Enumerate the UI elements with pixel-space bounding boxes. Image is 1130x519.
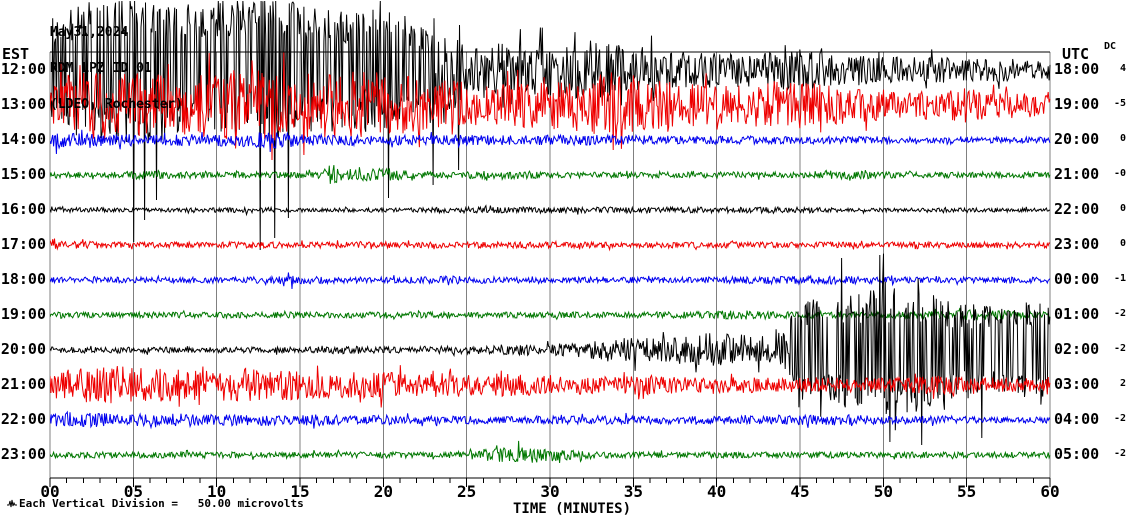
- x-tick-label-00: 00: [40, 482, 60, 501]
- est-hour-label-row10: 21:00: [0, 375, 46, 393]
- right-timezone-header: UTC: [1062, 45, 1090, 63]
- dc-value-row7: -1: [1113, 273, 1126, 284]
- x-tick-label-45: 45: [790, 482, 810, 501]
- dc-value-row1: 4: [1119, 63, 1126, 74]
- dc-value-row9: -2: [1113, 343, 1126, 354]
- x-tick-label-55: 55: [957, 482, 977, 501]
- dc-value-row6: 0: [1119, 238, 1126, 249]
- x-tick-label-50: 50: [873, 482, 893, 501]
- seismo-trace-2300EST: [50, 440, 1051, 463]
- dc-value-row10: 2: [1119, 378, 1126, 389]
- dc-value-row11: -2: [1113, 413, 1126, 424]
- est-hour-label-row8: 19:00: [0, 305, 46, 323]
- seismo-trace-2000EST: [50, 253, 1051, 446]
- est-hour-label-row9: 20:00: [0, 340, 46, 358]
- utc-hour-label-row4: 21:00: [1054, 165, 1100, 183]
- est-hour-label-row2: 13:00: [0, 95, 46, 113]
- seismo-trace-1200EST: [50, 0, 1051, 251]
- dc-value-row5: 0: [1119, 203, 1126, 214]
- est-hour-label-row7: 18:00: [0, 270, 46, 288]
- plot-channel: RDM LPZ ID 01: [50, 61, 152, 76]
- utc-hour-label-row9: 02:00: [1054, 340, 1100, 358]
- utc-hour-label-row1: 18:00: [1054, 60, 1100, 78]
- mini-seismo-glyph: [7, 499, 17, 508]
- utc-hour-label-row2: 19:00: [1054, 95, 1100, 113]
- left-timezone-header: EST: [2, 45, 30, 63]
- seismo-trace-1900EST: [50, 307, 1051, 321]
- plot-title-block: May31,2024 RDM LPZ ID 01 (LDEO, Rocheste…: [50, 3, 183, 135]
- seismo-trace-1300EST: [50, 51, 1051, 161]
- est-hour-label-row6: 17:00: [0, 235, 46, 253]
- seismo-trace-2100EST: [50, 365, 1051, 408]
- utc-hour-label-row11: 04:00: [1054, 410, 1100, 428]
- dc-value-row2: -5: [1113, 98, 1126, 109]
- x-tick-label-05: 05: [123, 482, 143, 501]
- vertical-division-note: Each Vertical Division = 50.00 microvolt…: [19, 497, 304, 510]
- dc-value-row3: 0: [1119, 133, 1126, 144]
- x-tick-label-60: 60: [1040, 482, 1060, 501]
- x-tick-label-35: 35: [623, 482, 643, 501]
- x-tick-label-20: 20: [373, 482, 393, 501]
- utc-hour-label-row3: 20:00: [1054, 130, 1100, 148]
- plot-station: (LDEO, Rochester): [50, 97, 184, 112]
- utc-hour-label-row7: 00:00: [1054, 270, 1100, 288]
- utc-hour-label-row5: 22:00: [1054, 200, 1100, 218]
- est-hour-label-row5: 16:00: [0, 200, 46, 218]
- seismo-trace-1500EST: [50, 165, 1051, 184]
- dc-value-row4: -0: [1113, 168, 1126, 179]
- x-tick-label-30: 30: [540, 482, 560, 501]
- seismo-trace-1700EST: [50, 238, 1051, 252]
- utc-hour-label-row8: 01:00: [1054, 305, 1100, 323]
- dc-offset-header: DC: [1104, 41, 1117, 52]
- est-hour-label-row4: 15:00: [0, 165, 46, 183]
- seismo-trace-1400EST: [50, 129, 1051, 155]
- x-tick-label-25: 25: [457, 482, 477, 501]
- x-tick-label-40: 40: [707, 482, 727, 501]
- dc-value-row8: -2: [1113, 308, 1126, 319]
- seismo-trace-2200EST: [50, 410, 1051, 430]
- x-tick-label-15: 15: [290, 482, 310, 501]
- x-axis-title: TIME (MINUTES): [513, 501, 632, 517]
- est-hour-label-row3: 14:00: [0, 130, 46, 148]
- utc-hour-label-row12: 05:00: [1054, 445, 1100, 463]
- x-tick-label-10: 10: [207, 482, 227, 501]
- est-hour-label-row1: 12:00: [0, 60, 46, 78]
- est-hour-label-row11: 22:00: [0, 410, 46, 428]
- seismo-trace-1600EST: [50, 204, 1051, 217]
- plot-date: May31,2024: [50, 25, 129, 40]
- utc-hour-label-row10: 03:00: [1054, 375, 1100, 393]
- est-hour-label-row12: 23:00: [0, 445, 46, 463]
- utc-hour-label-row6: 23:00: [1054, 235, 1100, 253]
- dc-value-row12: -2: [1113, 448, 1126, 459]
